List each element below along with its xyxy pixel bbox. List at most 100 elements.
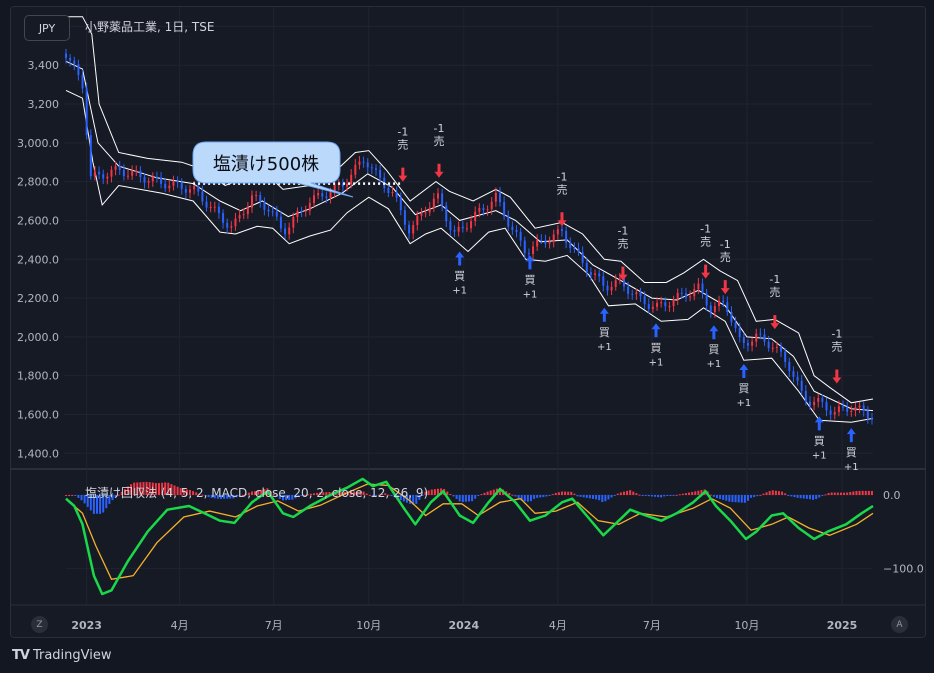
chart-canvas[interactable]: 3,6003,4003,2003,000.02,800.02,600.02,40… xyxy=(11,7,925,637)
macd-histogram-bar xyxy=(182,489,185,495)
candle-body xyxy=(680,292,683,294)
candle-body xyxy=(408,224,411,234)
macd-histogram-bar xyxy=(638,494,641,496)
macd-histogram-bar xyxy=(647,495,650,497)
macd-histogram-bar xyxy=(164,482,167,495)
macd-histogram-bar xyxy=(461,495,464,502)
candle-body xyxy=(515,229,518,232)
candle-body xyxy=(325,196,328,198)
macd-histogram-bar xyxy=(843,492,846,495)
macd-histogram-bar xyxy=(219,495,222,499)
macd-histogram-bar xyxy=(598,495,601,501)
time-tick-label: 10月 xyxy=(356,619,381,632)
time-tick-label: 2024 xyxy=(449,619,480,632)
annotation-text: 塩漬け500株 xyxy=(213,154,319,175)
macd-histogram-bar xyxy=(216,495,219,499)
candle-body xyxy=(81,74,84,89)
candle-body xyxy=(267,209,270,212)
candle-body xyxy=(263,201,266,210)
candle-body xyxy=(490,201,493,210)
macd-histogram-bar xyxy=(836,492,839,495)
buy-label: 買 xyxy=(651,341,662,354)
candle-body xyxy=(333,184,336,193)
candle-body xyxy=(606,285,609,291)
candle-body xyxy=(527,253,530,255)
candle-body xyxy=(362,161,365,163)
macd-histogram-bar xyxy=(821,495,824,496)
candle-body xyxy=(420,213,423,216)
macd-histogram-bar xyxy=(722,495,725,500)
candle-body xyxy=(213,206,216,208)
macd-histogram-bar xyxy=(554,492,557,495)
macd-histogram-bar xyxy=(322,492,325,495)
macd-histogram-bar xyxy=(374,495,377,496)
tradingview-logo[interactable]: TV TradingView xyxy=(12,648,111,663)
macd-histogram-bar xyxy=(368,494,371,496)
candle-body xyxy=(817,398,820,402)
candle-body xyxy=(432,198,435,208)
candle-body xyxy=(767,341,770,348)
macd-histogram-bar xyxy=(517,495,520,499)
auto-scale-button[interactable]: A xyxy=(891,616,908,633)
currency-button[interactable]: JPY xyxy=(24,15,70,41)
macd-histogram-bar xyxy=(306,494,309,496)
macd-histogram-bar xyxy=(542,495,545,498)
candle-body xyxy=(536,239,539,247)
macd-tick-label: 0.0 xyxy=(883,489,901,502)
candle-body xyxy=(718,300,721,307)
buy-qty: +1 xyxy=(597,342,612,353)
candle-body xyxy=(160,177,163,184)
macd-histogram-bar xyxy=(771,490,774,495)
candle-body xyxy=(610,286,613,291)
macd-histogram-bar xyxy=(576,495,579,497)
macd-histogram-bar xyxy=(244,493,247,495)
candle-body xyxy=(742,337,745,344)
sell-arrow-icon xyxy=(434,163,444,178)
macd-histogram-bar xyxy=(126,486,129,495)
time-tick-label: 7月 xyxy=(643,619,661,632)
candle-body xyxy=(594,273,597,275)
candle-body xyxy=(866,410,869,419)
macd-histogram-bar xyxy=(632,491,635,495)
macd-histogram-bar xyxy=(669,495,672,496)
timezone-toggle-button[interactable]: Z xyxy=(31,616,48,633)
candle-body xyxy=(651,306,654,309)
macd-histogram-bar xyxy=(746,495,749,501)
candle-body xyxy=(164,183,167,189)
candle-body xyxy=(589,272,592,275)
macd-histogram-bar xyxy=(815,495,818,500)
buy-qty: +1 xyxy=(452,285,467,296)
macd-histogram-bar xyxy=(232,495,235,499)
chart-background xyxy=(11,7,925,637)
candle-body xyxy=(693,289,696,297)
candle-body xyxy=(242,214,245,216)
macd-histogram-bar xyxy=(74,495,77,496)
macd-histogram-bar xyxy=(585,495,588,498)
candle-body xyxy=(498,192,501,203)
macd-histogram-bar xyxy=(601,495,604,502)
macd-histogram-bar xyxy=(635,493,638,495)
macd-histogram-bar xyxy=(666,495,669,496)
macd-histogram-bar xyxy=(347,492,350,495)
candle-body xyxy=(308,202,311,211)
macd-histogram-bar xyxy=(712,495,715,497)
macd-histogram-bar xyxy=(71,495,74,496)
macd-histogram-bar xyxy=(455,495,458,499)
macd-histogram-bar xyxy=(691,491,694,495)
macd-histogram-bar xyxy=(464,495,467,502)
macd-histogram-bar xyxy=(629,490,632,495)
candle-body xyxy=(110,169,113,177)
time-tick-label: 10月 xyxy=(734,619,759,632)
macd-histogram-bar xyxy=(784,493,787,495)
candle-body xyxy=(461,226,464,229)
macd-histogram-bar xyxy=(399,495,402,501)
chart-frame[interactable]: 3,6003,4003,2003,000.02,800.02,600.02,40… xyxy=(10,6,926,638)
candle-body xyxy=(279,216,282,229)
macd-histogram-bar xyxy=(291,495,294,500)
macd-histogram-bar xyxy=(750,495,753,498)
candle-body xyxy=(172,181,175,186)
macd-histogram-bar xyxy=(619,492,622,495)
candle-body xyxy=(358,161,361,165)
macd-histogram-bar xyxy=(198,493,201,495)
macd-histogram-bar xyxy=(65,495,67,496)
